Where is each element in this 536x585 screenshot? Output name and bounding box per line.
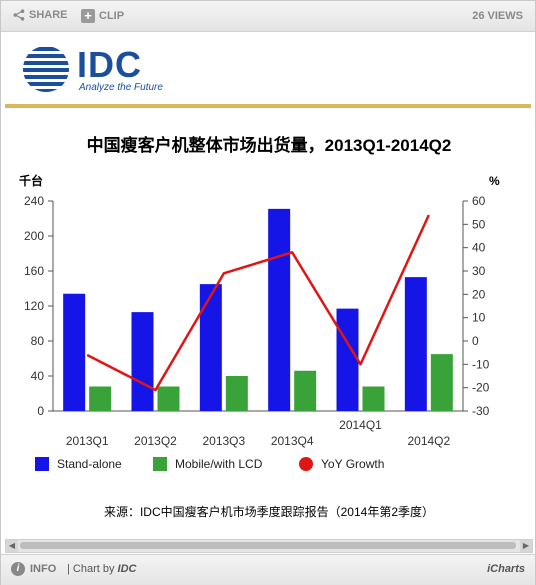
idc-logo: IDC Analyze the Future xyxy=(21,44,191,94)
share-button[interactable]: SHARE xyxy=(13,9,68,21)
globe-icon xyxy=(23,47,69,92)
y-left-tick-label: 120 xyxy=(24,299,44,313)
view-count: 26 VIEWS xyxy=(472,10,523,22)
bar-mobile-lcd xyxy=(362,386,385,411)
bar-stand-alone xyxy=(336,308,359,411)
bar-mobile-lcd xyxy=(225,376,248,411)
y-right-tick-label: 50 xyxy=(472,217,486,231)
x-tick-label: 2014Q1 xyxy=(339,418,382,432)
bar-stand-alone xyxy=(404,277,427,411)
info-button[interactable]: i INFO xyxy=(11,562,56,576)
plus-icon: + xyxy=(81,9,95,23)
y-left-tick-label: 240 xyxy=(24,194,44,208)
y-right-tick-label: 30 xyxy=(472,264,486,278)
x-tick-label: 2013Q2 xyxy=(134,434,177,448)
scroll-thumb[interactable] xyxy=(20,542,516,549)
source-note: 来源：IDC中国瘦客户机市场季度跟踪报告（2014年第2季度） xyxy=(103,505,435,519)
x-tick-label: 2013Q4 xyxy=(271,434,314,448)
y-right-tick-label: 0 xyxy=(472,334,479,348)
x-tick-label: 2014Q2 xyxy=(407,434,450,448)
horizontal-scrollbar[interactable]: ◀ ▶ xyxy=(5,539,533,553)
y-left-tick-label: 80 xyxy=(31,334,45,348)
bar-mobile-lcd xyxy=(294,370,317,411)
legend-swatch-yoy-growth xyxy=(299,457,313,471)
scroll-right-icon[interactable]: ▶ xyxy=(520,540,532,552)
chart-plot: 千台 % 0 40 80 120 160 200 240 -30 -20 -10 0 10 20 30 40 50… xyxy=(19,173,500,448)
chart-credit: | Chart by IDC xyxy=(67,563,137,575)
legend-swatch-stand-alone xyxy=(35,457,49,471)
chart-credit-brand: IDC xyxy=(117,563,137,575)
x-tick-label: 2013Q3 xyxy=(202,434,245,448)
line-yoy-growth xyxy=(86,214,430,392)
y-axis-right-label: % xyxy=(489,174,500,188)
clip-button[interactable]: + CLIP xyxy=(81,9,124,23)
share-icon xyxy=(13,9,25,21)
legend-item-stand-alone[interactable]: Stand-alone xyxy=(35,457,122,471)
bar-stand-alone xyxy=(199,284,222,411)
y-right-tick-label: 20 xyxy=(472,287,486,301)
legend-swatch-mobile xyxy=(153,457,167,471)
clip-label: CLIP xyxy=(99,10,125,22)
x-tick-label: 2013Q1 xyxy=(66,434,109,448)
legend-item-yoy-growth[interactable]: YoY Growth xyxy=(299,457,384,471)
legend-label-mobile: Mobile/with LCD xyxy=(175,457,263,471)
legend-label-stand-alone: Stand-alone xyxy=(57,457,122,471)
y-right-tick-label: 10 xyxy=(472,311,486,325)
chart-credit-prefix: | Chart by xyxy=(67,563,118,575)
bar-stand-alone xyxy=(63,293,86,411)
bar-mobile-lcd xyxy=(157,386,180,411)
info-label: INFO xyxy=(30,563,57,575)
y-right-tick-label: -30 xyxy=(472,404,490,418)
y-right-tick-label: 40 xyxy=(472,241,486,255)
scroll-left-icon[interactable]: ◀ xyxy=(6,540,18,552)
y-right-tick-label: 60 xyxy=(472,194,486,208)
logo-wordmark: IDC xyxy=(77,44,142,85)
y-axis-left-label: 千台 xyxy=(19,173,43,188)
bar-stand-alone xyxy=(131,312,154,411)
bar-mobile-lcd xyxy=(430,354,453,411)
share-label: SHARE xyxy=(29,9,68,21)
y-left-tick-label: 40 xyxy=(31,369,45,383)
y-left-tick-label: 200 xyxy=(24,229,44,243)
bar-mobile-lcd xyxy=(89,386,112,411)
logo-band: IDC Analyze the Future xyxy=(5,32,531,108)
y-right-tick-label: -20 xyxy=(472,381,490,395)
bar-stand-alone xyxy=(268,208,291,411)
y-right-tick-label: -10 xyxy=(472,357,490,371)
legend-item-mobile[interactable]: Mobile/with LCD xyxy=(153,457,262,471)
y-left-tick-label: 0 xyxy=(37,404,44,418)
logo-tagline: Analyze the Future xyxy=(79,82,163,93)
legend-label-yoy-growth: YoY Growth xyxy=(321,457,385,471)
top-toolbar: SHARE + CLIP 26 VIEWS xyxy=(1,1,535,32)
bottom-toolbar: i INFO | Chart by IDC iCharts xyxy=(1,554,535,585)
info-icon: i xyxy=(11,562,25,576)
icharts-brand[interactable]: iCharts xyxy=(487,563,525,575)
chart-title: 中国瘦客户机整体市场出货量，2013Q1-2014Q2 xyxy=(86,136,452,155)
y-left-tick-label: 160 xyxy=(24,264,44,278)
